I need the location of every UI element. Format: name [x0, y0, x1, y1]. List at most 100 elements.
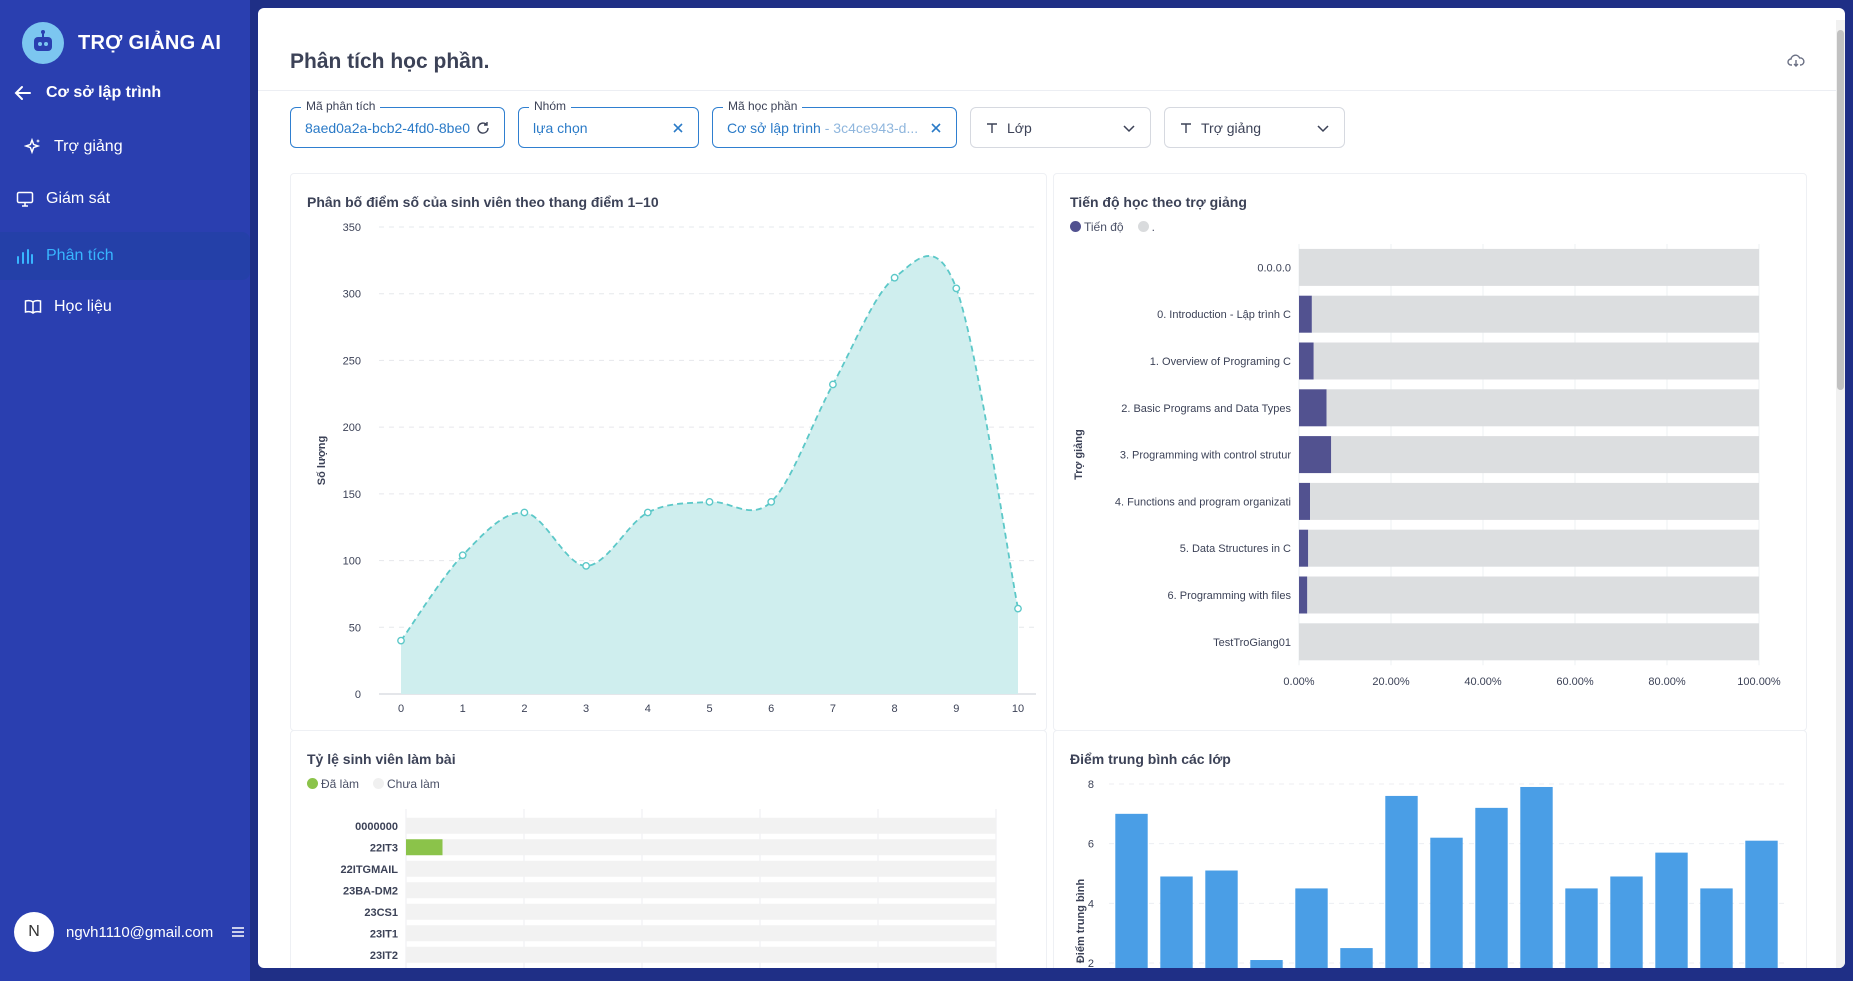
monitor-icon	[16, 191, 34, 207]
user-profile[interactable]: N ngvh1110@gmail.com	[14, 912, 245, 952]
clear-icon[interactable]	[672, 122, 684, 134]
x-tick-label: 6	[768, 703, 774, 715]
category-label: 0. Introduction - Lập trình C	[1157, 309, 1291, 321]
submission-legend: Đã làm Chưa làm	[307, 777, 440, 791]
x-tick-label: 10	[1012, 703, 1024, 715]
not-done-bar	[406, 946, 996, 963]
sidebar-item-assistant[interactable]: Trợ giảng	[0, 123, 250, 171]
menu-icon[interactable]	[231, 925, 245, 939]
progress-bar	[1299, 295, 1312, 333]
data-point	[767, 497, 776, 506]
course-id: - 3c4ce943-d...	[820, 119, 919, 136]
score-distribution-card: Phân bố điểm số của sinh viên theo thang…	[290, 173, 1047, 731]
average-bar	[1250, 960, 1283, 968]
y-tick-label: 100	[343, 556, 361, 568]
data-point	[829, 380, 837, 389]
progress-chart: 0.00% 20.00% 40.00% 60.00% 80.00% 100.00% 0.0.…	[1073, 244, 1781, 688]
sidebar-item-label: Phân tích	[46, 247, 114, 264]
refresh-icon[interactable]	[476, 121, 490, 135]
progress-bar	[1299, 342, 1314, 380]
remaining-bar	[1308, 529, 1759, 567]
average-bar	[1745, 840, 1778, 968]
sidebar-item-label: Giám sát	[46, 190, 111, 207]
class-placeholder: Lớp	[1007, 119, 1032, 136]
text-type-icon	[1181, 122, 1191, 133]
class-select[interactable]: Lớp	[970, 107, 1151, 148]
not-done-bar	[406, 817, 996, 834]
clear-icon[interactable]	[930, 122, 942, 134]
sidebar-item-materials[interactable]: Học liệu	[0, 283, 250, 331]
progress-bar	[1299, 436, 1332, 474]
sidebar: TRỢ GIẢNG AI Cơ sở lập trình Trợ giảng G…	[0, 0, 250, 981]
data-point	[643, 508, 652, 517]
progress-bar	[1299, 482, 1311, 520]
remaining-bar	[1310, 482, 1759, 520]
analysis-id-field[interactable]: Mã phân tích 8aed0a2a-bcb2-4fd0-8be0	[290, 99, 505, 148]
y-tick-label: 8	[1088, 779, 1094, 791]
legend-dot	[373, 778, 385, 789]
progress-bar	[1299, 529, 1309, 567]
category-label: 3. Programming with control strutur	[1120, 450, 1292, 462]
average-bar	[1565, 888, 1598, 968]
assistant-select[interactable]: Trợ giảng	[1164, 107, 1345, 148]
legend-label: .	[1151, 220, 1155, 234]
data-point	[705, 497, 714, 506]
remaining-bar	[1326, 389, 1759, 427]
course-name: Cơ sở lập trình	[727, 119, 821, 136]
average-bar	[1430, 837, 1463, 968]
legend-label: Tiến độ	[1084, 220, 1124, 234]
not-done-bar	[442, 839, 996, 856]
legend-dot	[1070, 221, 1081, 232]
x-tick-label: 20.00%	[1372, 676, 1410, 688]
course-value: Cơ sở lập trình - 3c4ce943-d...	[727, 120, 930, 136]
cloud-download-icon[interactable]	[1787, 52, 1805, 70]
course-field[interactable]: Mã học phần Cơ sở lập trình - 3c4ce943-d…	[712, 99, 957, 148]
score-chart-title: Phân bố điểm số của sinh viên theo thang…	[307, 194, 659, 210]
chevron-down-icon	[1123, 124, 1135, 132]
avatar: N	[14, 912, 54, 952]
data-point	[520, 508, 529, 517]
legend-remaining[interactable]: .	[1137, 220, 1155, 234]
course-label: Mã học phần	[723, 99, 803, 113]
main-panel: Phân tích học phần. Mã phân tích 8aed0a2…	[258, 8, 1845, 968]
category-label: 1. Overview of Programing C	[1150, 356, 1291, 368]
data-point	[582, 562, 590, 570]
y-tick-label: 2	[1088, 958, 1094, 968]
scrollbar-thumb[interactable]	[1837, 30, 1844, 390]
y-tick-label: 4	[1088, 898, 1094, 910]
data-point	[890, 273, 899, 282]
average-bar	[1205, 870, 1238, 968]
submission-chart-title: Tỷ lệ sinh viên làm bài	[307, 751, 456, 767]
average-bar	[1115, 813, 1148, 968]
x-tick-label: 5	[706, 703, 712, 715]
not-done-bar	[406, 925, 996, 942]
x-tick-label: 9	[953, 703, 959, 715]
y-tick-label: 0	[355, 689, 361, 701]
y-tick-label: 150	[343, 489, 361, 501]
sidebar-item-label: Trợ giảng	[54, 138, 123, 155]
group-value: lựa chọn	[533, 119, 588, 136]
back-to-course[interactable]: Cơ sở lập trình	[14, 84, 161, 102]
brand[interactable]: TRỢ GIẢNG AI	[22, 22, 221, 64]
sidebar-item-monitor[interactable]: Giám sát	[0, 175, 250, 223]
x-tick-label: 0	[398, 703, 404, 715]
legend-done[interactable]: Đã làm	[307, 777, 359, 791]
y-tick-label: 250	[343, 355, 361, 367]
submission-card: Tỷ lệ sinh viên làm bài Đã làm Chưa làm …	[290, 730, 1047, 968]
x-tick-label: 8	[892, 703, 898, 715]
score-area	[401, 255, 1018, 694]
scrollbar[interactable]	[1836, 20, 1845, 968]
legend-progress[interactable]: Tiến độ	[1070, 220, 1124, 234]
y-tick-label: 350	[343, 222, 361, 234]
y-tick-label: 300	[343, 289, 361, 301]
data-point	[397, 636, 405, 645]
group-field[interactable]: Nhóm lựa chọn	[518, 99, 699, 148]
book-icon	[24, 299, 42, 314]
x-tick-label: 40.00%	[1464, 676, 1502, 688]
sidebar-item-analytics[interactable]: Phân tích	[0, 232, 250, 280]
legend-not-done[interactable]: Chưa làm	[373, 777, 440, 791]
category-label: 0.0.0.0	[1257, 262, 1291, 274]
category-label: 0000000	[355, 821, 398, 833]
legend-label: Chưa làm	[387, 777, 440, 791]
remaining-bar	[1299, 248, 1759, 286]
